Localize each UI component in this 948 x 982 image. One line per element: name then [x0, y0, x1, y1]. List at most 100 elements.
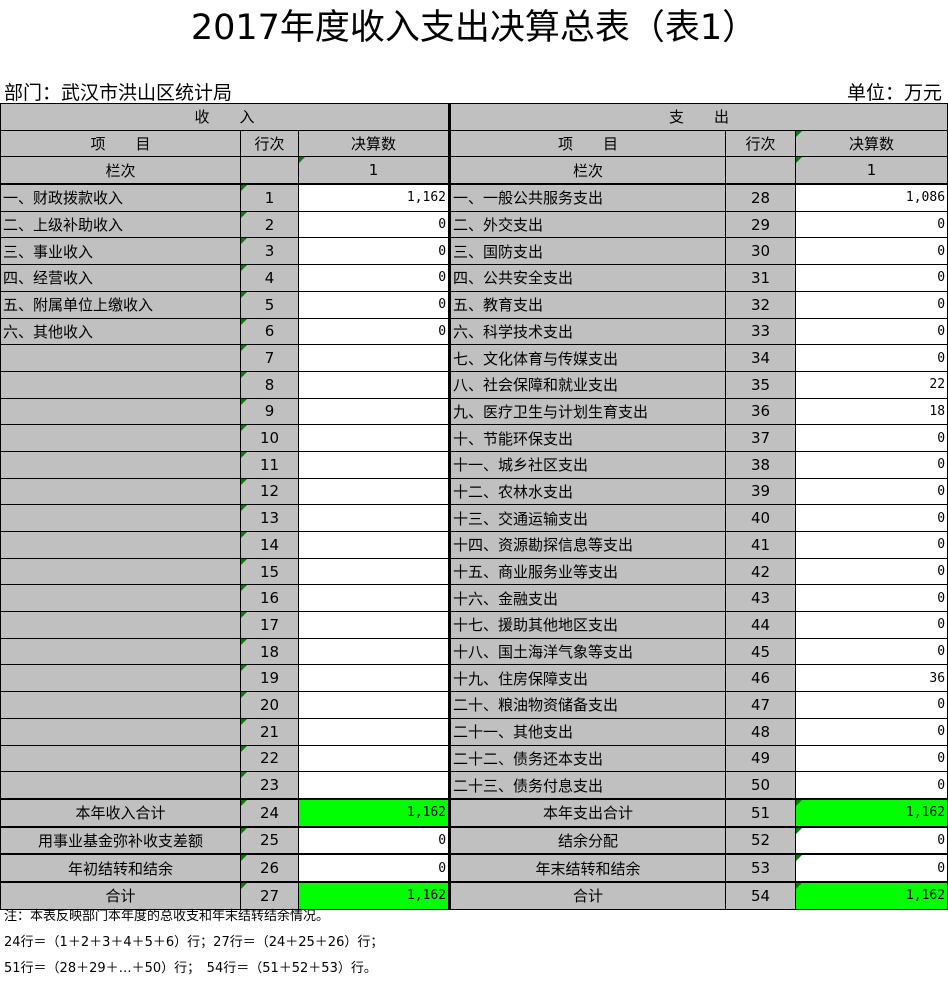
expense-row-no[interactable]: 31 [725, 264, 797, 292]
expense-row-no[interactable]: 32 [725, 290, 797, 319]
income-amount[interactable] [297, 771, 452, 800]
expense-amount[interactable]: 22 [795, 370, 948, 399]
income-row-no[interactable]: 6 [240, 317, 299, 346]
expense-summary-amount[interactable]: 1,162 [795, 880, 948, 910]
income-item-name[interactable]: 四、经营收入 [0, 264, 241, 292]
expense-summary-no[interactable]: 52 [725, 825, 797, 855]
income-item-name[interactable] [0, 370, 241, 399]
expense-amount[interactable]: 1,086 [795, 183, 948, 212]
expense-row-no[interactable]: 48 [725, 717, 797, 746]
expense-item-name[interactable]: 十七、援助其他地区支出 [449, 611, 727, 639]
expense-row-no[interactable]: 28 [725, 183, 797, 212]
expense-amount[interactable]: 18 [795, 397, 948, 426]
expense-item-name[interactable]: 二十三、债务付息支出 [449, 771, 727, 800]
income-amount[interactable]: 0 [297, 290, 452, 319]
expense-amount[interactable]: 0 [795, 237, 948, 266]
income-item-name[interactable] [0, 664, 241, 693]
income-row-no[interactable]: 19 [240, 664, 299, 693]
expense-summary-amount[interactable]: 1,162 [795, 797, 948, 828]
expense-row-no[interactable]: 44 [725, 611, 797, 639]
income-row-no[interactable]: 13 [240, 504, 299, 532]
income-row-no[interactable]: 8 [240, 370, 299, 399]
expense-row-no[interactable]: 35 [725, 370, 797, 399]
expense-row-no[interactable]: 43 [725, 584, 797, 613]
income-row-no[interactable]: 5 [240, 290, 299, 319]
income-item-name[interactable] [0, 771, 241, 800]
expense-amount[interactable]: 0 [795, 317, 948, 346]
expense-row-no[interactable]: 33 [725, 317, 797, 346]
expense-amount[interactable]: 0 [795, 264, 948, 292]
expense-item-name[interactable]: 一、一般公共服务支出 [449, 183, 727, 212]
income-row-no[interactable]: 14 [240, 531, 299, 559]
income-row-no[interactable]: 20 [240, 691, 299, 719]
expense-item-name[interactable]: 十二、农林水支出 [449, 477, 727, 506]
expense-amount[interactable]: 0 [795, 584, 948, 613]
income-amount[interactable] [297, 504, 452, 532]
expense-row-no[interactable]: 34 [725, 344, 797, 372]
income-item-name[interactable] [0, 611, 241, 639]
expense-item-name[interactable]: 十、节能环保支出 [449, 424, 727, 452]
expense-amount[interactable]: 0 [795, 611, 948, 639]
income-amount[interactable]: 0 [297, 264, 452, 292]
income-summary-amount[interactable]: 0 [297, 853, 452, 883]
expense-item-name[interactable]: 十一、城乡社区支出 [449, 450, 727, 479]
expense-item-name[interactable]: 十四、资源勘探信息等支出 [449, 531, 727, 559]
expense-row-no[interactable]: 47 [725, 691, 797, 719]
income-item-name[interactable]: 三、事业收入 [0, 237, 241, 266]
income-item-name[interactable] [0, 744, 241, 773]
expense-summary-amount[interactable]: 0 [795, 853, 948, 883]
income-row-no[interactable]: 10 [240, 424, 299, 452]
income-amount[interactable] [297, 611, 452, 639]
income-item-name[interactable] [0, 717, 241, 746]
income-item-name[interactable] [0, 504, 241, 532]
income-summary-amount[interactable]: 1,162 [297, 797, 452, 828]
income-amount[interactable] [297, 397, 452, 426]
income-item-name[interactable] [0, 531, 241, 559]
expense-item-name[interactable]: 四、公共安全支出 [449, 264, 727, 292]
expense-summary-name[interactable]: 本年支出合计 [449, 797, 727, 828]
expense-row-no[interactable]: 36 [725, 397, 797, 426]
income-summary-amount[interactable]: 0 [297, 825, 452, 855]
expense-item-name[interactable]: 二十二、债务还本支出 [449, 744, 727, 773]
income-row-no[interactable]: 23 [240, 771, 299, 800]
expense-item-name[interactable]: 二十一、其他支出 [449, 717, 727, 746]
income-row-no[interactable]: 18 [240, 637, 299, 666]
income-row-no[interactable]: 4 [240, 264, 299, 292]
income-summary-name[interactable]: 用事业基金弥补收支差额 [0, 825, 241, 855]
expense-summary-name[interactable]: 结余分配 [449, 825, 727, 855]
expense-amount[interactable]: 0 [795, 637, 948, 666]
income-item-name[interactable] [0, 557, 241, 586]
expense-amount[interactable]: 0 [795, 717, 948, 746]
expense-row-no[interactable]: 45 [725, 637, 797, 666]
expense-amount[interactable]: 0 [795, 477, 948, 506]
income-amount[interactable] [297, 531, 452, 559]
expense-amount[interactable]: 0 [795, 771, 948, 800]
expense-row-no[interactable]: 29 [725, 210, 797, 239]
income-item-name[interactable]: 二、上级补助收入 [0, 210, 241, 239]
expense-summary-no[interactable]: 51 [725, 797, 797, 828]
income-row-no[interactable]: 2 [240, 210, 299, 239]
expense-item-name[interactable]: 六、科学技术支出 [449, 317, 727, 346]
income-amount[interactable] [297, 370, 452, 399]
income-item-name[interactable] [0, 691, 241, 719]
income-row-no[interactable]: 7 [240, 344, 299, 372]
expense-row-no[interactable]: 37 [725, 424, 797, 452]
expense-item-name[interactable]: 九、医疗卫生与计划生育支出 [449, 397, 727, 426]
expense-item-name[interactable]: 十八、国土海洋气象等支出 [449, 637, 727, 666]
expense-item-name[interactable]: 三、国防支出 [449, 237, 727, 266]
income-row-no[interactable]: 21 [240, 717, 299, 746]
expense-summary-no[interactable]: 54 [725, 880, 797, 910]
income-summary-name[interactable]: 年初结转和结余 [0, 853, 241, 883]
income-item-name[interactable] [0, 424, 241, 452]
income-item-name[interactable] [0, 450, 241, 479]
income-item-name[interactable] [0, 637, 241, 666]
income-item-name[interactable]: 五、附属单位上缴收入 [0, 290, 241, 319]
income-summary-name[interactable]: 合计 [0, 880, 241, 910]
expense-amount[interactable]: 0 [795, 210, 948, 239]
income-amount[interactable] [297, 691, 452, 719]
expense-summary-name[interactable]: 合计 [449, 880, 727, 910]
expense-amount[interactable]: 0 [795, 344, 948, 372]
income-amount[interactable] [297, 557, 452, 586]
income-item-name[interactable] [0, 477, 241, 506]
income-amount[interactable] [297, 664, 452, 693]
